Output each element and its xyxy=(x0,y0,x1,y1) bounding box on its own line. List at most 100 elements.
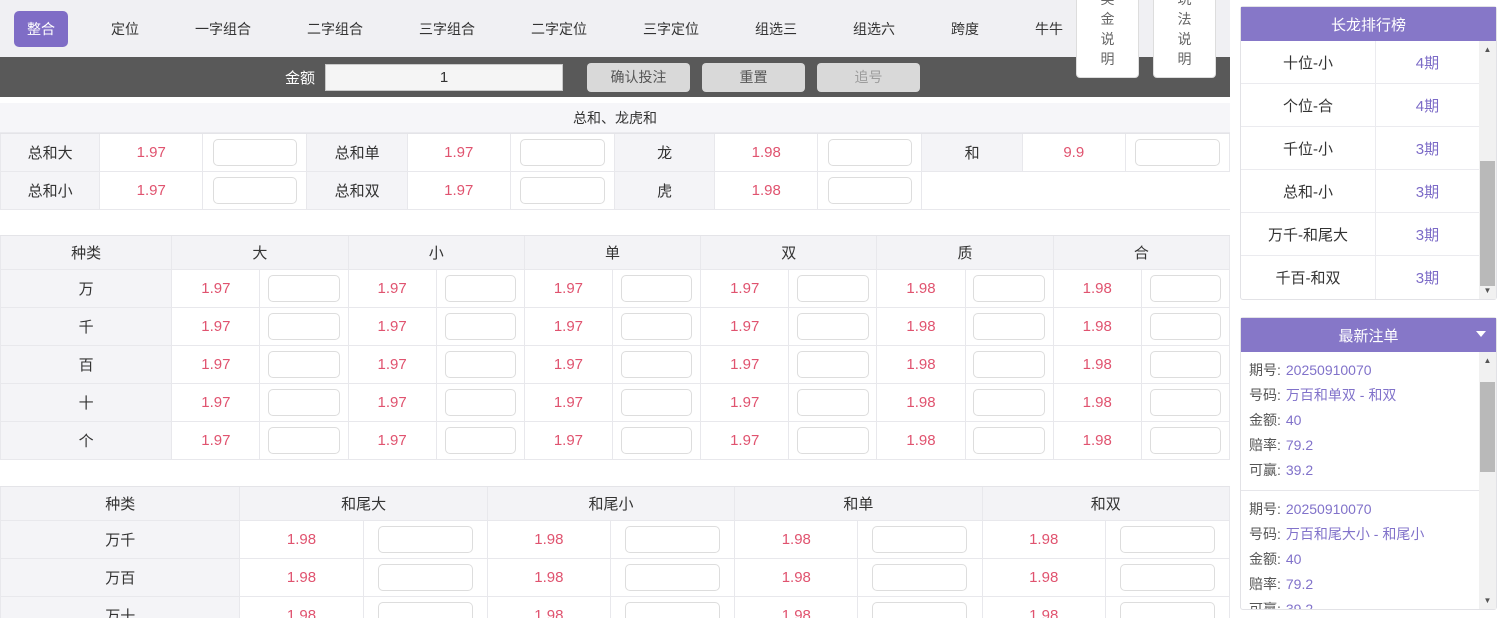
bet-amount-input[interactable] xyxy=(1135,139,1220,166)
bet-amount-input[interactable] xyxy=(268,389,340,416)
bet-input-cell xyxy=(612,384,702,422)
bet-input-cell xyxy=(965,346,1054,384)
bet-amount-input[interactable] xyxy=(872,564,968,591)
ranking-scrollbar[interactable]: ▲ ▼ xyxy=(1479,41,1496,299)
bet-amount-input[interactable] xyxy=(1149,275,1222,302)
bet-amount-input[interactable] xyxy=(268,275,340,302)
order-period: 20250910070 xyxy=(1285,501,1372,517)
bet-input-cell xyxy=(1125,134,1230,172)
bet-amount-input[interactable] xyxy=(377,564,473,591)
bet-input-cell xyxy=(436,384,525,422)
bet-amount-input[interactable] xyxy=(872,526,968,553)
bet-amount-input[interactable] xyxy=(1119,602,1215,618)
bet-amount-input[interactable] xyxy=(797,351,869,378)
bet-input-cell xyxy=(858,597,983,618)
bet-amount-input[interactable] xyxy=(1119,526,1215,553)
bet-amount-input[interactable] xyxy=(268,313,340,340)
bet-amount-input[interactable] xyxy=(520,139,605,166)
bet-amount-input[interactable] xyxy=(625,526,721,553)
tab-kuadu[interactable]: 跨度 xyxy=(951,20,979,37)
odds-value: 1.98 xyxy=(735,521,859,559)
play-info-button[interactable]: 玩法说明 xyxy=(1153,0,1216,78)
bet-amount-input[interactable] xyxy=(212,139,298,166)
order-field-label: 金额: xyxy=(1249,412,1281,428)
odds-value: 1.98 xyxy=(1053,308,1142,346)
bet-amount-input[interactable] xyxy=(1149,427,1222,454)
bet-amount-input[interactable] xyxy=(625,564,721,591)
bet-amount-input[interactable] xyxy=(625,602,721,618)
tab-niuniu[interactable]: 牛牛 xyxy=(1035,20,1063,37)
tab-sanzi-zuhe[interactable]: 三字组合 xyxy=(419,20,475,37)
bet-amount-input[interactable] xyxy=(797,427,869,454)
tab-sanzi-dingwei[interactable]: 三字定位 xyxy=(643,20,699,37)
odds-value: 1.98 xyxy=(735,597,859,618)
bet-amount-input[interactable] xyxy=(444,427,516,454)
odds-value: 1.97 xyxy=(172,308,261,346)
bet-amount-input[interactable] xyxy=(377,526,473,553)
bet-amount-input[interactable] xyxy=(797,389,869,416)
bet-amount-input[interactable] xyxy=(827,139,913,166)
bet-amount-input[interactable] xyxy=(444,313,516,340)
bet-amount-input[interactable] xyxy=(1149,313,1222,340)
tab-zuxuan-liu[interactable]: 组选六 xyxy=(853,20,895,37)
dropdown-caret-icon[interactable] xyxy=(1476,331,1486,337)
bet-amount-input[interactable] xyxy=(827,177,913,204)
scroll-up-icon[interactable]: ▲ xyxy=(1483,356,1492,365)
tab-yizi-zuhe[interactable]: 一字组合 xyxy=(195,20,251,37)
bet-amount-input[interactable] xyxy=(444,389,516,416)
streak-count: 3期 xyxy=(1415,270,1440,287)
orders-scrollbar[interactable]: ▲ ▼ xyxy=(1479,352,1496,609)
bet-amount-input[interactable] xyxy=(1149,389,1222,416)
sum-dragon-tiger-section: 总和、龙虎和 总和大 1.97 总和单 1.97 龙 1.98 和 9.9 总和… xyxy=(0,103,1230,210)
confirm-bet-button[interactable]: 确认投注 xyxy=(587,62,691,92)
tab-zuxuan-san[interactable]: 组选三 xyxy=(755,20,797,37)
scrollbar-thumb[interactable] xyxy=(1480,161,1495,286)
bet-amount-input[interactable] xyxy=(973,313,1045,340)
amount-input[interactable] xyxy=(325,63,564,91)
scrollbar-thumb[interactable] xyxy=(1480,382,1495,472)
bet-input-cell xyxy=(436,346,525,384)
bet-amount-input[interactable] xyxy=(520,177,605,204)
bet-amount-input[interactable] xyxy=(797,275,869,302)
bet-amount-input[interactable] xyxy=(377,602,473,618)
bet-amount-input[interactable] xyxy=(212,177,298,204)
scroll-down-icon[interactable]: ▼ xyxy=(1483,596,1492,605)
bet-amount-input[interactable] xyxy=(268,351,340,378)
chase-number-button[interactable]: 追号 xyxy=(817,62,921,92)
play-tabs: 整合 定位 一字组合 二字组合 三字组合 二字定位 三字定位 组选三 组选六 跨… xyxy=(14,10,1076,47)
row-label: 十 xyxy=(0,384,173,422)
bet-amount-input[interactable] xyxy=(620,351,693,378)
tab-dingwei[interactable]: 定位 xyxy=(111,20,139,37)
bet-amount-input[interactable] xyxy=(973,427,1045,454)
odds-value: 1.98 xyxy=(715,172,819,210)
bet-amount-input[interactable] xyxy=(620,389,693,416)
streak-ranking-panel: 长龙排行榜 十位-小 4期 个位-合 4期 千位-小 3期 xyxy=(1240,6,1497,300)
scroll-down-icon[interactable]: ▼ xyxy=(1483,286,1492,295)
bet-amount-input[interactable] xyxy=(620,313,693,340)
bet-amount-input[interactable] xyxy=(268,427,340,454)
bet-amount-input[interactable] xyxy=(1149,351,1222,378)
bet-amount-input[interactable] xyxy=(444,275,516,302)
bet-amount-input[interactable] xyxy=(797,313,869,340)
list-item: 十位-小 4期 xyxy=(1241,41,1479,84)
scroll-up-icon[interactable]: ▲ xyxy=(1483,45,1492,54)
order-amount: 40 xyxy=(1285,412,1302,428)
tab-erzi-zuhe[interactable]: 二字组合 xyxy=(307,20,363,37)
empty-cell xyxy=(922,172,1230,210)
bet-amount-input[interactable] xyxy=(973,275,1045,302)
tab-erzi-dingwei[interactable]: 二字定位 xyxy=(531,20,587,37)
bet-amount-input[interactable] xyxy=(1119,564,1215,591)
tab-zhenghe[interactable]: 整合 xyxy=(14,10,68,47)
bet-amount-input[interactable] xyxy=(620,427,693,454)
reset-button[interactable]: 重置 xyxy=(702,62,806,92)
bet-amount-input[interactable] xyxy=(444,351,516,378)
bet-amount-input[interactable] xyxy=(620,275,693,302)
bet-amount-input[interactable] xyxy=(973,351,1045,378)
prize-info-button[interactable]: 奖金说明 xyxy=(1076,0,1139,78)
bet-amount-input[interactable] xyxy=(973,389,1045,416)
bet-amount-input[interactable] xyxy=(872,602,968,618)
row-label: 万百 xyxy=(0,559,241,597)
streak-name: 个位-合 xyxy=(1241,84,1376,126)
bet-input-cell xyxy=(858,521,983,559)
odds-value: 1.97 xyxy=(701,270,790,308)
